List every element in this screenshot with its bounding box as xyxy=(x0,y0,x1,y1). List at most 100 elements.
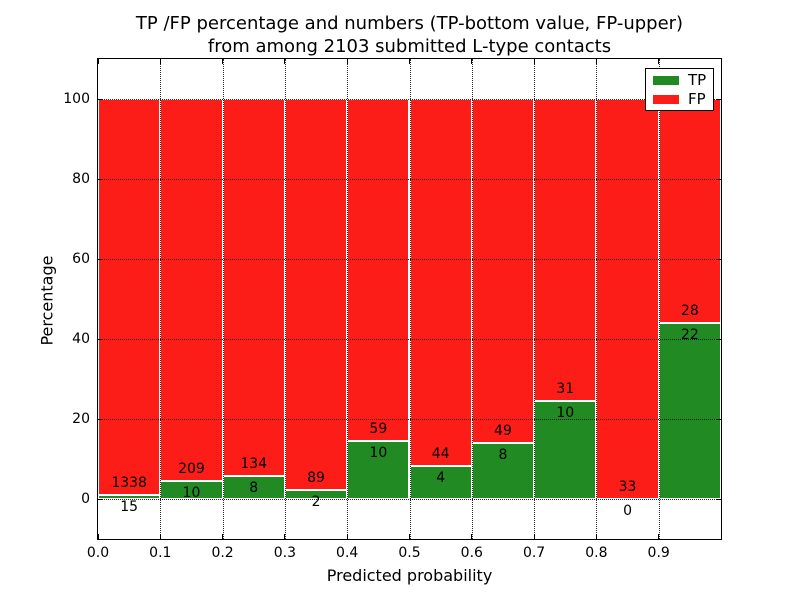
y-axis-tick xyxy=(98,498,103,500)
vertical-gridline xyxy=(160,59,162,539)
x-tick-label: 0.5 xyxy=(398,545,421,561)
x-axis-tick xyxy=(595,534,597,539)
x-tick-label: 0.6 xyxy=(460,545,483,561)
fp-count-label: 33 xyxy=(618,479,637,495)
x-axis-tick xyxy=(409,534,410,539)
x-tick-label: 0.9 xyxy=(647,545,670,561)
tp-count-label: 22 xyxy=(680,327,699,343)
legend-label-fp: FP xyxy=(688,90,706,108)
x-axis-tick xyxy=(409,59,410,64)
y-axis-tick xyxy=(716,98,721,100)
y-tick-label: 60 xyxy=(72,251,90,267)
x-axis-tick xyxy=(97,534,99,539)
x-tick-label: 0.8 xyxy=(585,545,608,561)
x-tick-label: 0.4 xyxy=(336,545,359,561)
x-axis-tick xyxy=(471,534,473,539)
plot-area: 1338 15 209 10 134 8 89 2 59 10 44 4 49 8 31 10 33 0 28 22 xyxy=(97,59,721,539)
fp-count-label: 134 xyxy=(240,456,268,473)
legend-swatch-tp xyxy=(653,76,679,85)
fp-count-label: 209 xyxy=(178,460,205,477)
x-axis-tick xyxy=(533,534,535,539)
tp-bar-segment xyxy=(471,442,535,499)
tp-count-label: 4 xyxy=(436,469,446,486)
vertical-gridline xyxy=(284,59,286,539)
x-axis-tick xyxy=(159,59,161,64)
fp-count-label: 28 xyxy=(680,303,699,319)
fp-bar-segment xyxy=(596,99,659,499)
x-tick-label: 0.1 xyxy=(149,545,172,561)
tp-count-label: 10 xyxy=(182,484,201,501)
chart-title: TP /FP percentage and numbers (TP-bottom… xyxy=(98,12,721,58)
fp-bar-segment xyxy=(347,99,410,442)
vertical-gridline xyxy=(534,59,536,539)
y-tick-label: 80 xyxy=(72,171,90,187)
vertical-gridline xyxy=(347,59,349,539)
y-axis-tick xyxy=(98,178,103,180)
tp-count-label: 2 xyxy=(311,494,321,511)
x-axis-tick xyxy=(159,534,161,539)
x-axis-tick xyxy=(222,59,224,64)
x-axis-tick xyxy=(284,534,286,539)
chart-title-line2: from among 2103 submitted L-type contact… xyxy=(207,36,612,57)
fp-bar-segment xyxy=(471,99,535,443)
tp-count-label: 10 xyxy=(556,405,575,422)
tp-count-label: 15 xyxy=(120,498,139,515)
x-axis-tick xyxy=(658,534,660,539)
tp-bar-segment xyxy=(98,494,161,499)
x-axis-tick xyxy=(471,59,473,64)
fp-count-label: 1338 xyxy=(111,474,147,491)
fp-count-label: 44 xyxy=(431,445,450,462)
x-axis-label: Predicted probability xyxy=(326,566,493,585)
y-axis-tick xyxy=(716,178,721,180)
chart-title-line1: TP /FP percentage and numbers (TP-bottom… xyxy=(135,13,684,34)
fp-count-label: 89 xyxy=(307,470,325,487)
y-tick-label: 40 xyxy=(72,331,90,347)
y-axis-tick xyxy=(716,498,721,500)
x-tick-label: 0.3 xyxy=(273,545,297,561)
vertical-gridline xyxy=(222,59,224,539)
y-axis-tick xyxy=(716,258,721,260)
y-tick-label: 20 xyxy=(72,411,90,427)
tp-count-label: 0 xyxy=(623,503,632,519)
tp-bar-segment xyxy=(534,401,597,499)
vertical-gridline xyxy=(658,59,660,539)
vertical-gridline xyxy=(596,59,598,539)
vertical-gridline xyxy=(409,59,411,539)
y-tick-label: 100 xyxy=(63,91,90,107)
fp-count-label: 59 xyxy=(369,421,388,438)
legend-label-tp: TP xyxy=(688,71,707,89)
tp-bar-segment xyxy=(347,441,410,499)
tp-count-label: 8 xyxy=(498,446,508,463)
x-axis-tick xyxy=(595,59,597,64)
fp-bar-segment xyxy=(284,99,348,491)
x-tick-label: 0.7 xyxy=(522,545,546,561)
fp-bar-segment xyxy=(658,99,721,323)
tp-count-label: 10 xyxy=(369,445,388,462)
tp-count-label: 8 xyxy=(249,480,259,497)
y-axis-tick xyxy=(98,98,103,100)
fp-bar-segment xyxy=(98,99,161,495)
fp-bar-segment xyxy=(409,99,472,466)
x-tick-label: 0.2 xyxy=(211,545,234,561)
x-tick-label: 0.0 xyxy=(86,545,110,561)
legend-item-fp: FP xyxy=(653,92,713,107)
fp-count-label: 31 xyxy=(556,381,575,398)
fp-count-label: 49 xyxy=(494,422,512,439)
legend-item-tp: TP xyxy=(653,73,713,88)
fp-bar-segment xyxy=(534,99,597,402)
x-axis-tick xyxy=(346,59,348,64)
y-axis-label: Percentage xyxy=(37,255,57,346)
fp-bar-segment xyxy=(222,99,285,477)
vertical-gridline xyxy=(471,59,473,539)
y-axis-tick xyxy=(98,338,103,340)
y-axis-tick xyxy=(98,418,103,420)
x-axis-tick xyxy=(346,534,348,539)
legend: TP FP xyxy=(645,68,714,111)
x-axis-tick xyxy=(222,534,224,539)
legend-swatch-fp xyxy=(653,95,679,104)
x-axis-tick xyxy=(97,59,99,64)
tp-bar-segment xyxy=(409,465,472,499)
x-axis-tick xyxy=(284,59,286,64)
x-axis-tick xyxy=(533,59,535,64)
y-axis-tick xyxy=(716,338,721,340)
